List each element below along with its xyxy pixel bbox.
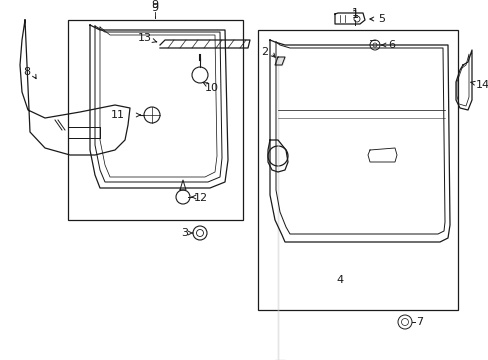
Text: 12: 12 [194,193,208,203]
Text: 11: 11 [111,110,125,120]
Text: 9: 9 [151,3,158,13]
Text: 6: 6 [387,40,394,50]
Text: 14: 14 [475,80,488,90]
Text: 13: 13 [138,33,152,43]
Bar [258,30,457,310]
Text: 2: 2 [260,47,267,57]
Text: 5: 5 [377,14,384,24]
Text: 4: 4 [336,275,343,285]
Text: 1: 1 [351,10,358,20]
Text: 8: 8 [23,67,30,77]
Text: 7: 7 [415,317,422,327]
Text: 3: 3 [181,228,187,238]
Text: 10: 10 [204,83,219,93]
Bar [68,20,243,220]
Text: 9: 9 [151,0,158,10]
Text: 1: 1 [351,8,358,18]
